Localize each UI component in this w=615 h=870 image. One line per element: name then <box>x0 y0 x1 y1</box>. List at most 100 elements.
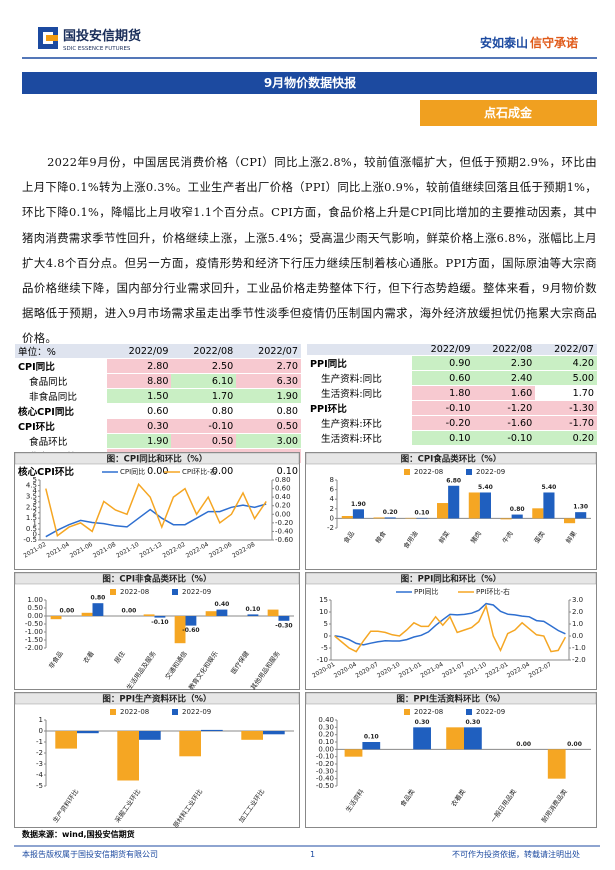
x-tick-label: 其他用品和服务 <box>248 649 282 690</box>
bar <box>247 614 259 616</box>
chart-title: 图：CPI非食品类环比（%） <box>102 574 211 585</box>
y-tick-label: -0.30 <box>316 767 334 775</box>
table-cell: -0.20 <box>411 415 474 431</box>
x-tick-label: 蛋类 <box>532 529 547 545</box>
line-series <box>334 603 567 653</box>
x-tick-label: 衣着类 <box>449 787 468 809</box>
table-cell: 4.20 <box>535 355 597 371</box>
y2-tick-label: -0.20 <box>275 519 293 527</box>
table-row: 核心CPI环比 0.00 0.00 0.10 <box>15 463 301 479</box>
legend-swatch <box>404 709 410 715</box>
y-tick-label: 1.00 <box>27 596 43 604</box>
y2-tick-label: 0.20 <box>275 502 291 510</box>
y-tick-label: -1.50 <box>25 636 43 644</box>
table-cell: 0.00 <box>106 463 172 479</box>
x-tick-label: 交通和通信 <box>163 649 189 681</box>
bar <box>143 614 155 616</box>
x-tick-label: 2022-04 <box>185 541 210 560</box>
bar <box>352 509 364 519</box>
y-tick-label: -4 <box>36 771 44 779</box>
legend-label: 2022-08 <box>120 588 149 596</box>
x-tick-label: 医疗保健 <box>228 649 251 676</box>
table: 单位：% 2022/09 2022/08 2022/07 CPI同比 2.80 2.50 2.… <box>15 344 301 479</box>
y-tick-label: -2.00 <box>25 644 43 652</box>
y-tick-label: 2.5 <box>26 503 37 511</box>
bar <box>384 517 396 519</box>
footer-right: 不可作为投资依据，转载请注明出处 <box>452 849 580 859</box>
legend-swatch <box>110 709 116 715</box>
bar <box>511 514 523 519</box>
x-tick-label: 食品 <box>341 529 356 545</box>
footer-left: 本报告版权属于国投安信期货有限公司 <box>22 849 158 859</box>
x-tick-label: 2021-06 <box>69 541 94 560</box>
x-tick-label: 非食品 <box>46 649 65 670</box>
data-label: 5.40 <box>542 484 557 491</box>
data-label: 0.40 <box>215 601 230 608</box>
y-tick-label: 0.10 <box>318 738 334 746</box>
table-cell: 6.30 <box>236 373 301 389</box>
table-cell: 0.60 <box>106 403 172 419</box>
table-cell: 1.70 <box>535 385 597 401</box>
x-tick-label: 教育文化和娱乐 <box>186 649 220 690</box>
x-tick-label: 2022-04 <box>506 661 531 680</box>
chart-title: 图：PPI生活资料环比（%） <box>396 694 505 705</box>
x-tick-label: 2021-04 <box>419 661 444 680</box>
bar <box>344 749 363 757</box>
bar <box>413 727 431 750</box>
table-cell: 1.50 <box>106 388 172 404</box>
x-tick-label: 牛肉 <box>500 529 515 545</box>
table-row: 单位：% 2022/09 2022/08 2022/07 <box>15 344 301 359</box>
line-series <box>45 482 267 537</box>
y2-tick-label: -0.60 <box>275 536 293 544</box>
data-table: 单位：% 2022/09 2022/08 2022/07 CPI同比 2.80 2.50 2.… <box>15 344 301 479</box>
table-cell: 0.60 <box>411 370 474 386</box>
footer: 本报告版权属于国投安信期货有限公司 1 不可作为投资依据，转载请注明出处 <box>14 845 600 859</box>
header: 国投安信期货 SDIC ESSENCE FUTURES 安如泰山 信守承诺 9月… <box>22 27 597 126</box>
table-cell: 食品同比 <box>15 373 107 389</box>
bar <box>341 516 353 519</box>
bar <box>185 616 197 626</box>
y-tick-label: 6 <box>330 486 335 494</box>
x-tick-label: 生活资料 <box>343 787 366 814</box>
x-tick-label: 食品类 <box>398 787 417 809</box>
x-tick-label: 2021-08 <box>92 541 117 560</box>
data-label: 0.20 <box>383 509 398 516</box>
legend-swatch <box>172 589 178 595</box>
table-cell: 0.10 <box>411 430 474 446</box>
table-cell: 2022/07 <box>535 344 597 356</box>
x-tick-label: 粮食 <box>373 529 388 545</box>
table-cell: 2022/08 <box>473 344 536 356</box>
bar <box>437 503 449 519</box>
y-tick-label: 10 <box>319 608 328 616</box>
source: 数据来源：wind,国投安信期货 <box>22 830 135 839</box>
table-cell: 2.50 <box>171 358 237 374</box>
y-tick-label: 0.00 <box>27 612 43 620</box>
table-cell: 2.40 <box>473 370 536 386</box>
bar <box>267 609 279 616</box>
table-cell: 5.00 <box>535 370 597 386</box>
data-label: 0.00 <box>567 741 582 748</box>
frame <box>305 572 597 690</box>
y-tick-label: -5 <box>321 644 328 652</box>
table-cell: 2.30 <box>473 355 536 371</box>
y-tick-label: -0.50 <box>316 782 334 790</box>
table-cell <box>307 344 412 356</box>
x-tick-label: 猪肉 <box>468 529 483 545</box>
bar <box>479 492 491 519</box>
bar <box>117 731 139 781</box>
data-label: 1.90 <box>351 501 366 508</box>
bar <box>77 731 99 734</box>
x-tick-label: 生产资料环比 <box>51 787 81 825</box>
logo-icon <box>46 35 58 41</box>
slogan: 安如泰山 <box>480 35 528 50</box>
y-tick-label: 2 <box>330 505 334 513</box>
x-tick-label: 2021-10 <box>115 541 140 560</box>
data-label: -0.10 <box>151 619 168 626</box>
table-row: PPI同比 0.90 2.30 4.20 <box>307 355 597 371</box>
x-tick-label: 2020-10 <box>376 661 401 680</box>
page-number: 1 <box>310 850 315 859</box>
table-cell: 核心CPI环比 <box>15 463 107 479</box>
table-cell: -1.20 <box>473 400 536 416</box>
y-tick-label: 0 <box>330 514 334 522</box>
y-tick-label: -0.40 <box>316 775 334 783</box>
